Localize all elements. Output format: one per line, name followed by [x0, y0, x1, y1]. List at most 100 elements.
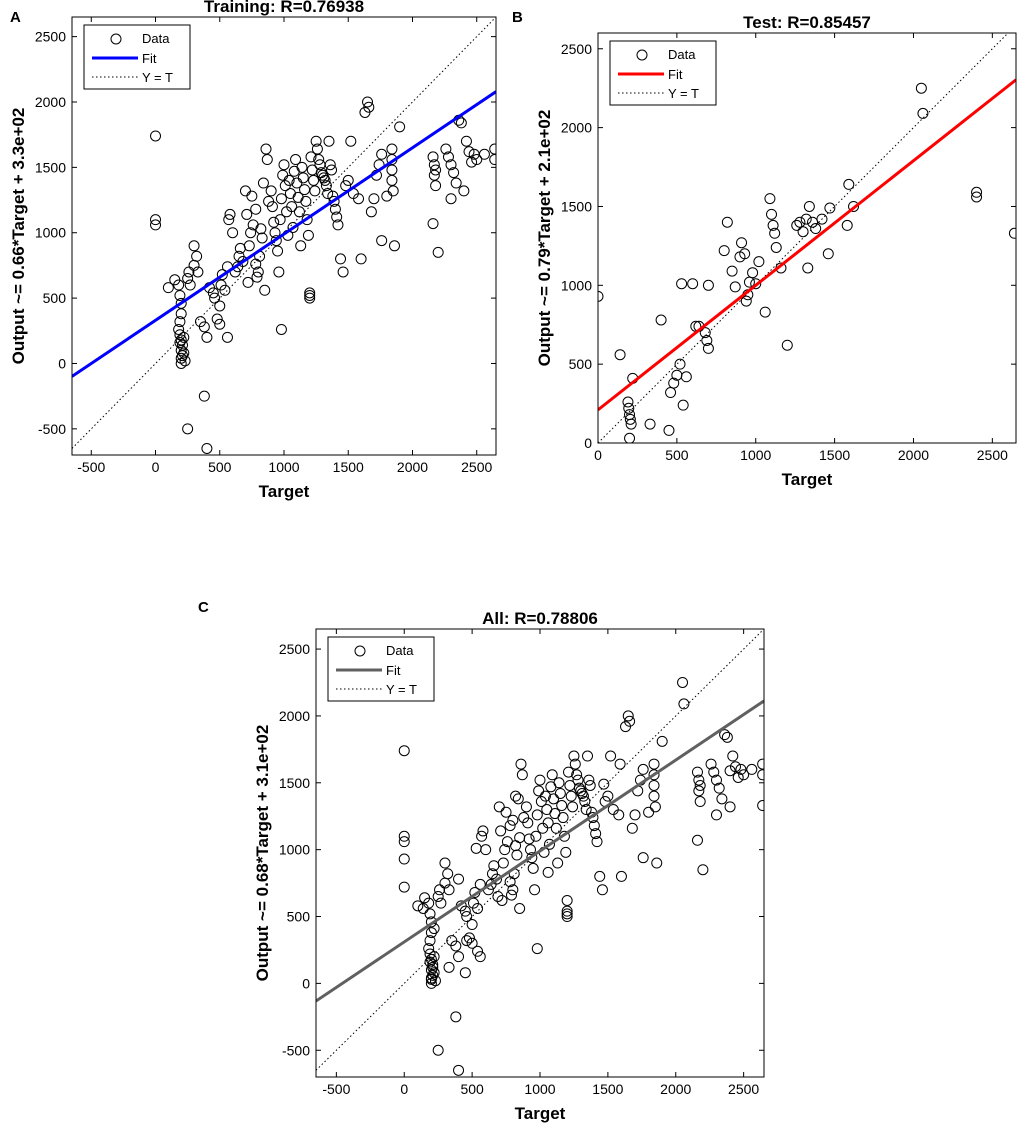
data-point — [649, 801, 661, 813]
data-point — [450, 177, 462, 189]
data-point — [757, 758, 764, 770]
data-point — [677, 399, 689, 411]
data-point — [257, 177, 269, 189]
data-point — [493, 801, 505, 813]
data-point — [424, 908, 436, 920]
data-point — [971, 186, 983, 198]
data-point — [561, 908, 573, 920]
y-tick-label: 500 — [287, 909, 311, 925]
chart-panel-a: A Training: R=0.76938 -500 0 500 1000 1500 2000… — [9, 0, 497, 501]
chart-title: All: R=0.78806 — [482, 609, 598, 628]
chart-title: Training: R=0.76938 — [204, 0, 364, 16]
data-point — [766, 208, 778, 220]
data-point — [430, 164, 442, 176]
data-point — [272, 245, 284, 257]
data-point — [428, 169, 440, 181]
data-point — [474, 951, 486, 963]
data-point — [453, 1064, 465, 1076]
data-point — [268, 216, 280, 228]
data-point — [735, 763, 747, 775]
data-point — [224, 208, 236, 220]
data-point — [571, 769, 583, 781]
data-point — [514, 902, 526, 914]
data-point — [310, 135, 322, 147]
data-point — [668, 377, 680, 389]
data-point — [718, 245, 730, 257]
data-point — [269, 227, 281, 239]
data-point — [201, 331, 213, 343]
data-point — [648, 779, 660, 791]
data-point — [534, 774, 546, 786]
data-point — [459, 967, 471, 979]
data-point — [455, 117, 467, 129]
data-point — [699, 327, 711, 339]
data-point — [648, 790, 660, 802]
data-point — [191, 250, 203, 262]
legend-identity-label: Y = T — [142, 70, 173, 85]
x-tick-label: 2000 — [660, 1081, 691, 1097]
data-point — [329, 203, 341, 215]
data-point — [542, 817, 554, 829]
data-point — [440, 143, 452, 155]
x-axis-label: Target — [515, 1104, 566, 1123]
fit-line — [72, 90, 496, 378]
data-point — [732, 771, 744, 783]
data-point — [565, 790, 577, 802]
data-point — [443, 961, 455, 973]
x-tick-label: 500 — [208, 459, 232, 475]
y-tick-label: -500 — [282, 1042, 310, 1058]
data-point — [365, 206, 377, 218]
data-point — [598, 290, 604, 302]
x-tick-label: 1000 — [740, 447, 771, 463]
data-point — [283, 174, 295, 186]
data-point — [459, 905, 471, 917]
data-point — [622, 710, 634, 722]
data-point — [504, 820, 516, 832]
data-point — [150, 219, 162, 231]
data-point — [729, 281, 741, 293]
data-point — [505, 889, 517, 901]
data-point — [442, 151, 454, 163]
legend-identity-label: Y = T — [386, 682, 417, 697]
data-point — [237, 255, 249, 267]
data-point — [427, 218, 439, 230]
x-tick-label: 2000 — [898, 447, 929, 463]
data-point — [694, 779, 706, 791]
data-point — [275, 193, 287, 205]
data-point — [448, 167, 460, 179]
data-point — [275, 323, 287, 335]
data-point — [432, 1044, 444, 1056]
data-point — [443, 884, 455, 896]
y-axis-label: Output ~= 0.66*Target + 3.3e+02 — [9, 108, 28, 365]
data-point — [332, 219, 344, 231]
data-point — [174, 316, 186, 328]
data-point — [301, 214, 313, 226]
data-point — [500, 806, 512, 818]
data-point — [211, 313, 223, 325]
data-point — [427, 961, 439, 973]
data-point — [286, 201, 298, 213]
data-point — [394, 121, 406, 133]
y-axis-label: Output ~= 0.68*Target + 3.1e+02 — [253, 725, 272, 982]
data-point — [568, 750, 580, 762]
data-point — [624, 432, 636, 443]
data-point — [598, 778, 610, 790]
data-point — [335, 253, 347, 265]
data-point — [412, 900, 424, 912]
data-point — [577, 790, 589, 802]
data-point — [622, 396, 634, 408]
data-point — [588, 820, 600, 832]
data-point — [524, 844, 536, 856]
data-point — [471, 154, 483, 166]
data-point — [477, 825, 489, 837]
data-point — [824, 202, 836, 214]
data-point — [150, 130, 162, 142]
y-tick-label: 0 — [58, 355, 66, 371]
data-point — [724, 801, 736, 813]
data-point — [246, 190, 258, 202]
data-point — [800, 213, 812, 225]
data-point — [425, 977, 437, 989]
data-point — [497, 857, 509, 869]
data-point — [174, 289, 186, 301]
x-axis-label: Target — [259, 482, 310, 501]
